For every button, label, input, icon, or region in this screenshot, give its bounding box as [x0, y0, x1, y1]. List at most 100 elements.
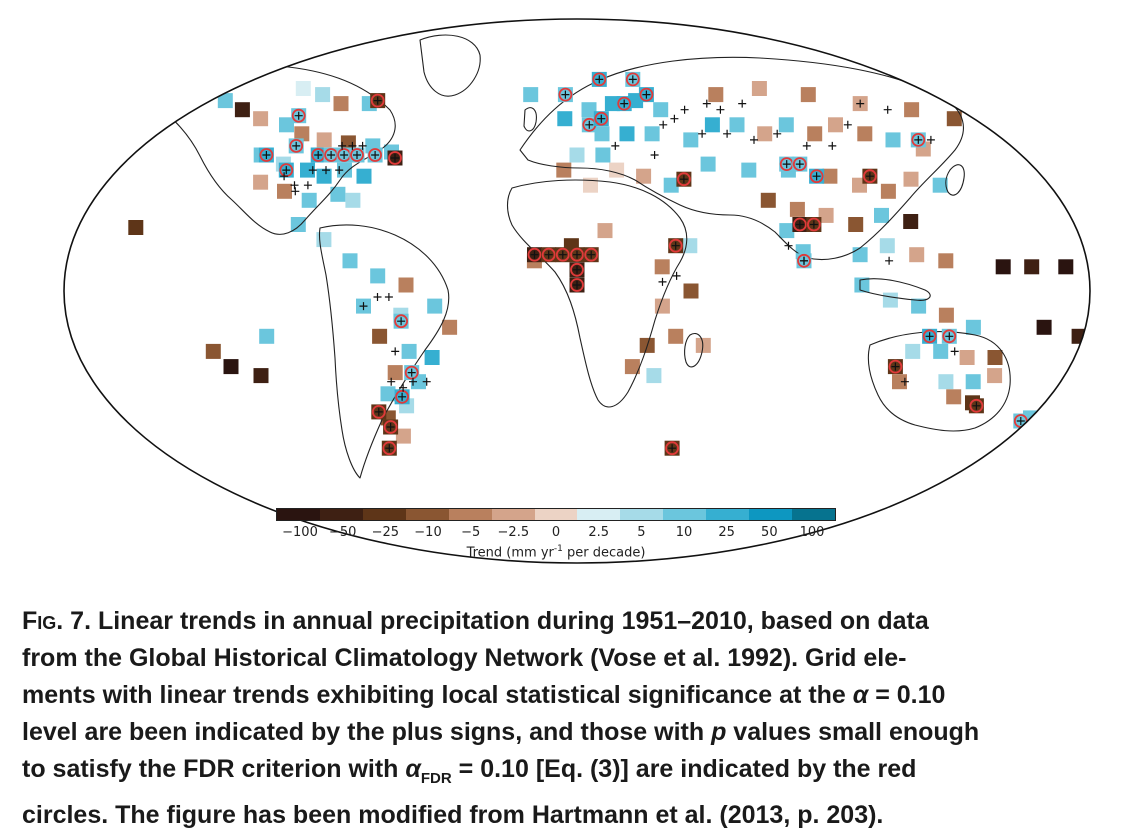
grid-cell	[852, 247, 868, 263]
grid-cell	[597, 223, 613, 239]
colorbar-tick-label: 0	[551, 525, 561, 540]
grid-cell	[903, 171, 919, 187]
fdr-circle	[388, 151, 402, 165]
grid-cell	[217, 93, 233, 109]
colorbar-swatch	[277, 509, 320, 520]
fdr-circle	[792, 157, 807, 172]
grid-cell	[646, 368, 662, 384]
grid-cell	[581, 102, 597, 118]
p-symbol: p	[711, 718, 727, 746]
fdr-circle	[382, 441, 397, 456]
grid-cell	[959, 350, 975, 365]
fdr-plus-marker	[972, 401, 981, 410]
grid-cell	[316, 232, 332, 248]
caption-text-2: from the Global Historical Climatology N…	[22, 644, 907, 672]
caption-text-4a: level are been indicated by the plus sig…	[22, 718, 712, 746]
fdr-circle	[668, 238, 683, 253]
colorbar-tick-label: 25	[718, 525, 735, 540]
grid-cell	[654, 259, 670, 275]
grid-cell	[372, 328, 388, 344]
grid-cell	[205, 343, 221, 359]
grid-cell	[854, 277, 870, 293]
colorbar-swatch	[362, 509, 406, 520]
colorbar-tick-label: 10	[675, 525, 693, 540]
grid-cell	[644, 126, 660, 142]
fdr-circle	[541, 247, 556, 262]
significance-plus-marker	[335, 166, 344, 175]
grid-cell	[259, 328, 275, 344]
grid-cell	[316, 132, 332, 148]
significance-plus-marker	[290, 181, 299, 190]
figure-label: Fig. 7.	[22, 607, 92, 635]
colorbar-swatch	[405, 509, 449, 520]
fdr-circle	[368, 148, 383, 162]
colorbar-swatch	[491, 509, 535, 520]
fdr-plus-marker	[679, 175, 688, 184]
fdr-circle	[922, 329, 937, 344]
grid-cell	[315, 87, 331, 103]
colorbar-tick-label: −2.5	[497, 525, 530, 540]
caption-text-3b: = 0.10	[868, 681, 946, 709]
fdr-plus-marker	[391, 154, 399, 162]
grid-cell	[751, 81, 767, 96]
coastline-madagascar	[684, 333, 704, 368]
grid-cell	[663, 177, 679, 193]
fdr-plus-marker	[544, 250, 553, 259]
globe-outline	[63, 18, 1091, 564]
significance-plus-marker	[680, 105, 689, 114]
fdr-plus-marker	[327, 151, 336, 159]
fdr-circle	[677, 172, 691, 187]
grid-cell	[595, 147, 611, 163]
significance-plus-marker	[384, 293, 393, 301]
significance-plus-marker	[802, 141, 811, 150]
grid-cell	[903, 214, 919, 229]
fdr-circle	[570, 278, 584, 292]
fdr-plus-marker	[340, 151, 349, 159]
caption-line-6: circles. The figure has been modified fr…	[22, 797, 1107, 834]
grid-cell	[330, 186, 346, 202]
fdr-circle	[863, 169, 877, 184]
grid-cell	[1058, 259, 1074, 275]
caption-line-1: Fig. 7. Linear trends in annual precipit…	[22, 603, 1107, 640]
significance-plus-marker	[303, 181, 312, 190]
significance-plus-marker	[338, 141, 347, 150]
colorbar-swatch	[577, 509, 621, 520]
significance-plus-marker	[659, 120, 668, 129]
precipitation-trend-map: −100 −50 −25 −10 −5 −2.5 0 2.5 5 10 25 50 100 Trend …	[63, 18, 1091, 564]
grid-cell	[757, 126, 773, 142]
grid-cell	[569, 147, 585, 163]
significance-plus-marker	[926, 135, 935, 144]
grid-cell	[938, 307, 954, 323]
grid-cell	[427, 298, 443, 314]
grid-cell	[424, 350, 440, 365]
grid-cell	[822, 168, 838, 184]
grid-cell	[401, 343, 417, 359]
colorbar-tick-label: 2.5	[588, 525, 609, 540]
fdr-plus-marker	[262, 151, 271, 159]
fdr-circle	[969, 398, 984, 413]
fdr-plus-marker	[865, 172, 874, 181]
grid-cell	[800, 87, 816, 103]
coastline-europe-asia	[519, 56, 964, 261]
significance-plus-marker	[800, 256, 808, 265]
caption-text-6: circles. The figure has been modified fr…	[22, 801, 884, 829]
fdr-plus-marker	[386, 423, 395, 431]
significance-plus-marker	[409, 377, 417, 386]
fdr-circle	[594, 111, 609, 126]
grid-cell	[741, 162, 757, 178]
colorbar-ticks: −100 −50 −25 −10 −5 −2.5 0 2.5 5 10 25 50 100	[276, 525, 836, 541]
fdr-circle	[394, 314, 409, 329]
significance-plus-marker	[702, 99, 711, 108]
fdr-circle	[793, 217, 807, 232]
grid-cell	[911, 298, 927, 314]
significance-plus-marker	[723, 129, 732, 138]
significance-plus-marker	[784, 241, 793, 250]
alpha-symbol: α	[852, 681, 869, 709]
colorbar-swatch	[620, 509, 664, 520]
colorbar-swatch	[534, 509, 578, 520]
grid-cell	[946, 111, 962, 127]
fdr-circle	[259, 148, 274, 162]
significance-plus-marker	[348, 141, 357, 150]
fdr-plus-marker	[1016, 417, 1025, 425]
grid-cell	[333, 96, 349, 112]
